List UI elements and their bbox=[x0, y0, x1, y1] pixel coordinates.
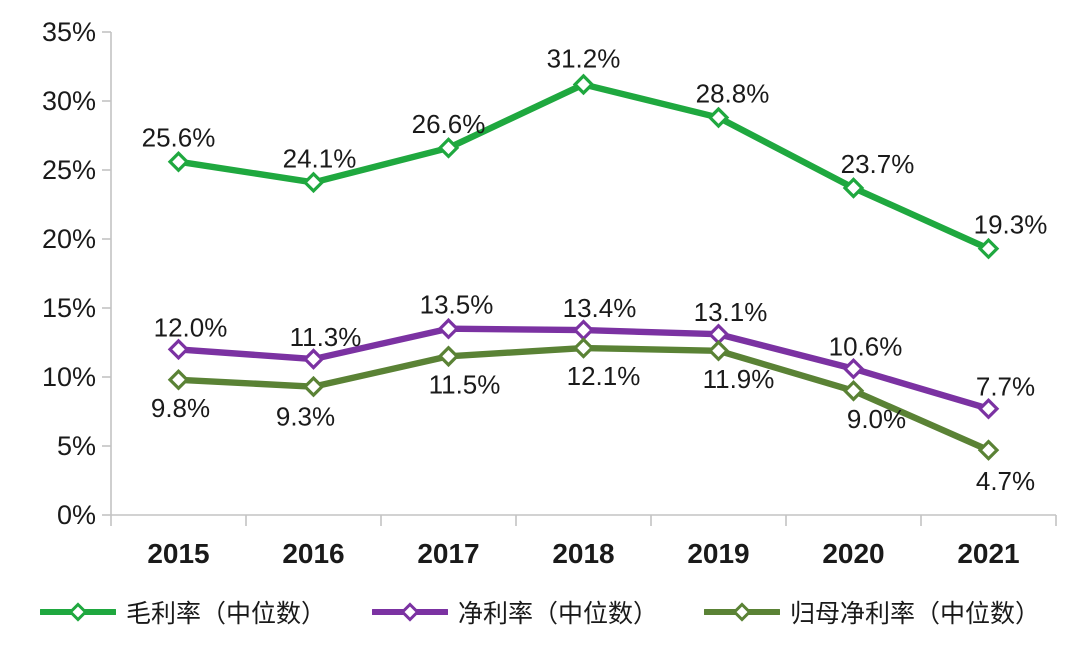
legend-label: 归母净利率（中位数） bbox=[790, 600, 1041, 628]
y-tick-label: 20% bbox=[42, 224, 96, 254]
legend-label: 净利率（中位数） bbox=[457, 600, 658, 628]
x-tick-label: 2019 bbox=[687, 538, 749, 569]
x-tick-label: 2021 bbox=[957, 538, 1019, 569]
data-point-marker bbox=[302, 348, 325, 370]
data-point-label: 11.3% bbox=[290, 322, 362, 352]
y-tick-label: 10% bbox=[42, 362, 96, 392]
x-tick-label: 2020 bbox=[822, 538, 884, 569]
data-point-marker bbox=[437, 137, 460, 159]
data-point-label: 9.8% bbox=[151, 393, 210, 423]
y-tick-label: 5% bbox=[57, 431, 96, 461]
y-tick-label: 30% bbox=[42, 86, 96, 116]
legend-label: 毛利率（中位数） bbox=[125, 600, 326, 628]
plot-area: 35% 30% 25% 20% 15% 10% 5% 0% 2015 2016 2017 2018 20… bbox=[42, 17, 1057, 569]
data-point-label: 9.3% bbox=[276, 402, 335, 432]
data-point-marker bbox=[572, 73, 595, 96]
data-point-label: 19.3% bbox=[974, 210, 1048, 240]
data-point-label: 12.1% bbox=[567, 361, 641, 391]
data-point-marker bbox=[302, 375, 325, 398]
data-point-label: 25.6% bbox=[142, 123, 216, 153]
legend-swatch-icon bbox=[371, 602, 448, 622]
data-point-label: 31.2% bbox=[547, 43, 621, 73]
data-point-marker bbox=[977, 237, 1000, 260]
data-point-marker bbox=[842, 357, 865, 380]
data-point-label: 24.1% bbox=[283, 143, 357, 173]
data-point-marker bbox=[707, 106, 730, 129]
data-point-marker bbox=[842, 177, 865, 199]
x-tick-label: 2017 bbox=[417, 538, 479, 569]
data-point-marker bbox=[167, 150, 190, 173]
data-point-marker bbox=[167, 368, 190, 391]
data-point-label: 10.6% bbox=[829, 332, 903, 362]
data-point-label: 26.6% bbox=[412, 109, 486, 139]
data-point-label: 11.9% bbox=[703, 364, 775, 394]
data-point-marker bbox=[302, 171, 325, 194]
data-point-label: 13.1% bbox=[694, 297, 768, 327]
chart-legend: 毛利率（中位数） 净利率（中位数） 归母净利率（中位数） bbox=[0, 594, 1080, 630]
legend-swatch-icon bbox=[704, 602, 780, 622]
data-point-label: 23.7% bbox=[841, 149, 915, 179]
legend-swatch-icon bbox=[39, 602, 116, 622]
y-tick-label: 25% bbox=[42, 155, 96, 185]
data-point-label: 7.7% bbox=[976, 372, 1035, 402]
x-tick-label: 2015 bbox=[147, 538, 209, 569]
data-point-marker bbox=[437, 345, 460, 368]
data-point-marker bbox=[437, 317, 460, 340]
data-point-marker bbox=[572, 337, 595, 359]
data-point-label: 11.5% bbox=[429, 369, 501, 399]
data-point-label: 4.7% bbox=[976, 466, 1035, 496]
data-point-label: 28.8% bbox=[696, 79, 770, 109]
data-point-marker bbox=[977, 439, 1000, 461]
data-point-label: 9.0% bbox=[847, 404, 906, 434]
legend-item-1: 净利率（中位数） bbox=[371, 594, 658, 630]
y-tick-label: 35% bbox=[42, 17, 96, 47]
y-tick-label: 15% bbox=[42, 293, 96, 323]
data-point-marker bbox=[977, 397, 1000, 420]
x-tick-label: 2016 bbox=[282, 538, 344, 569]
legend-item-2: 归母净利率（中位数） bbox=[704, 594, 1040, 630]
x-tick-label: 2018 bbox=[552, 538, 614, 569]
legend-item-0: 毛利率（中位数） bbox=[39, 594, 326, 630]
data-point-label: 13.5% bbox=[420, 290, 494, 320]
data-point-label: 12.0% bbox=[154, 312, 228, 342]
data-point-marker bbox=[842, 380, 865, 402]
data-point-label: 13.4% bbox=[563, 293, 637, 323]
data-point-marker bbox=[707, 340, 730, 362]
data-point-marker bbox=[572, 319, 595, 341]
y-tick-label: 0% bbox=[57, 500, 96, 530]
data-point-marker bbox=[167, 338, 190, 361]
